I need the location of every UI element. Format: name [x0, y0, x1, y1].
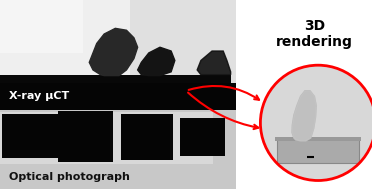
Text: Optical photograph: Optical photograph [9, 172, 130, 182]
FancyBboxPatch shape [180, 118, 225, 156]
Bar [0, 0, 236, 100]
FancyBboxPatch shape [2, 114, 58, 158]
Bar [275, 137, 361, 141]
Bar [0, 83, 236, 110]
Polygon shape [89, 28, 138, 76]
Bar [0, 0, 130, 76]
Bar [0, 100, 236, 189]
Bar [0, 112, 212, 164]
FancyBboxPatch shape [58, 111, 113, 162]
Polygon shape [197, 51, 231, 75]
Polygon shape [292, 91, 316, 141]
Text: X-ray μCT: X-ray μCT [9, 91, 70, 101]
Polygon shape [292, 91, 316, 141]
Bar [0, 0, 83, 53]
Polygon shape [138, 47, 175, 76]
Bar [0, 75, 231, 91]
Ellipse shape [260, 65, 372, 180]
Text: 3D
rendering: 3D rendering [276, 19, 353, 49]
FancyBboxPatch shape [121, 114, 173, 160]
Bar [277, 138, 359, 163]
